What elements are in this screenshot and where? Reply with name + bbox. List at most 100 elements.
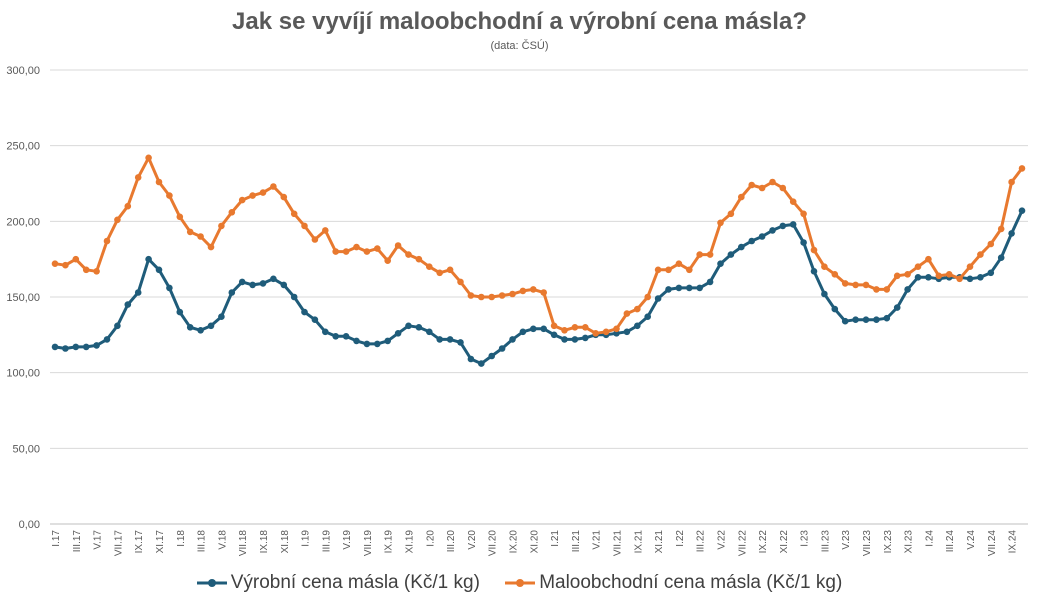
data-point: [571, 324, 579, 331]
data-point: [124, 301, 132, 308]
data-point: [103, 336, 111, 343]
data-point: [935, 272, 943, 280]
legend-swatch-maloobchodni: [505, 578, 536, 587]
data-point: [717, 260, 724, 268]
data-point: [72, 255, 80, 263]
data-point: [561, 336, 568, 343]
series-1: [51, 154, 1026, 337]
data-point: [893, 304, 901, 311]
data-point: [62, 261, 69, 269]
x-tick-label: V.22: [716, 530, 727, 550]
data-point: [301, 308, 308, 316]
chart-subtitle: (data: ČSÚ): [490, 40, 549, 52]
data-point: [322, 328, 329, 336]
data-point: [841, 280, 849, 287]
series-line-0: [54, 210, 1024, 366]
data-point: [623, 328, 631, 336]
data-point: [332, 333, 340, 340]
data-point: [342, 333, 350, 340]
legend-item-vyrobni: Výrobní cena másla (Kč/1 kg): [196, 572, 480, 594]
data-point: [613, 325, 620, 333]
data-point: [925, 274, 932, 281]
y-tick-label: 200,00: [6, 216, 40, 228]
data-point: [925, 255, 932, 263]
data-point: [446, 336, 454, 343]
data-point: [530, 286, 537, 293]
data-point: [384, 337, 392, 345]
data-point: [207, 322, 215, 330]
data-point: [997, 254, 1005, 261]
data-point: [561, 327, 568, 334]
x-tick-label: IX.20: [509, 530, 520, 554]
data-point: [363, 340, 371, 348]
data-point: [634, 305, 641, 313]
data-point: [374, 245, 381, 252]
data-point: [665, 266, 672, 274]
data-point: [706, 278, 714, 286]
x-tick-label: V.24: [966, 530, 977, 550]
data-point: [488, 352, 496, 360]
data-point: [457, 278, 464, 286]
data-point: [977, 274, 984, 281]
x-tick-label: III.17: [72, 530, 83, 553]
data-point: [675, 284, 683, 292]
data-point: [966, 275, 974, 283]
legend-label-vyrobni: Výrobní cena másla (Kč/1 kg): [230, 572, 480, 593]
data-point: [197, 233, 204, 240]
data-point: [311, 236, 319, 243]
x-tick-label: IX.24: [1008, 530, 1019, 554]
data-point: [571, 336, 579, 343]
data-point: [758, 184, 766, 192]
data-point: [769, 178, 776, 186]
x-tick-label: XI.18: [280, 530, 291, 554]
data-point: [415, 255, 423, 263]
data-point: [779, 184, 787, 192]
data-point: [51, 343, 59, 351]
data-point: [186, 324, 194, 331]
data-point: [62, 345, 69, 352]
data-point: [821, 263, 828, 271]
data-point: [686, 266, 693, 274]
y-tick-label: 250,00: [6, 141, 40, 153]
data-point: [800, 239, 807, 246]
data-point: [259, 189, 267, 196]
data-point: [270, 275, 277, 283]
data-point: [290, 293, 298, 301]
y-tick-label: 150,00: [6, 292, 40, 304]
data-point: [176, 213, 184, 221]
data-point: [509, 336, 516, 343]
data-point: [114, 216, 121, 224]
data-point: [467, 292, 475, 299]
data-point: [301, 222, 308, 230]
data-point: [467, 355, 475, 363]
x-tick-label: I.18: [176, 530, 187, 547]
data-point: [945, 271, 953, 278]
data-point: [592, 330, 599, 337]
x-tick-label: III.21: [571, 530, 582, 553]
data-point: [124, 202, 132, 210]
data-point: [831, 271, 839, 278]
data-point: [883, 286, 891, 293]
x-tick-label: VII.18: [238, 530, 249, 557]
data-point: [654, 295, 662, 302]
data-point: [280, 281, 288, 289]
data-point: [644, 313, 651, 321]
data-point: [602, 328, 610, 336]
data-point: [893, 272, 901, 280]
data-point: [1008, 178, 1015, 186]
x-tick-label: XI.20: [529, 530, 540, 554]
data-point: [696, 251, 703, 258]
data-point: [155, 178, 163, 186]
data-point: [654, 266, 662, 274]
data-point: [582, 334, 589, 342]
data-point: [498, 292, 506, 299]
x-tick-label: VII.22: [737, 530, 748, 557]
x-tick-label: VII.21: [612, 530, 623, 557]
data-point: [883, 314, 891, 322]
data-point: [904, 286, 911, 293]
data-point: [519, 328, 527, 336]
series-line-1: [54, 156, 1024, 335]
data-point: [997, 225, 1005, 233]
x-tick-label: VII.17: [113, 530, 124, 557]
data-point: [134, 174, 142, 181]
